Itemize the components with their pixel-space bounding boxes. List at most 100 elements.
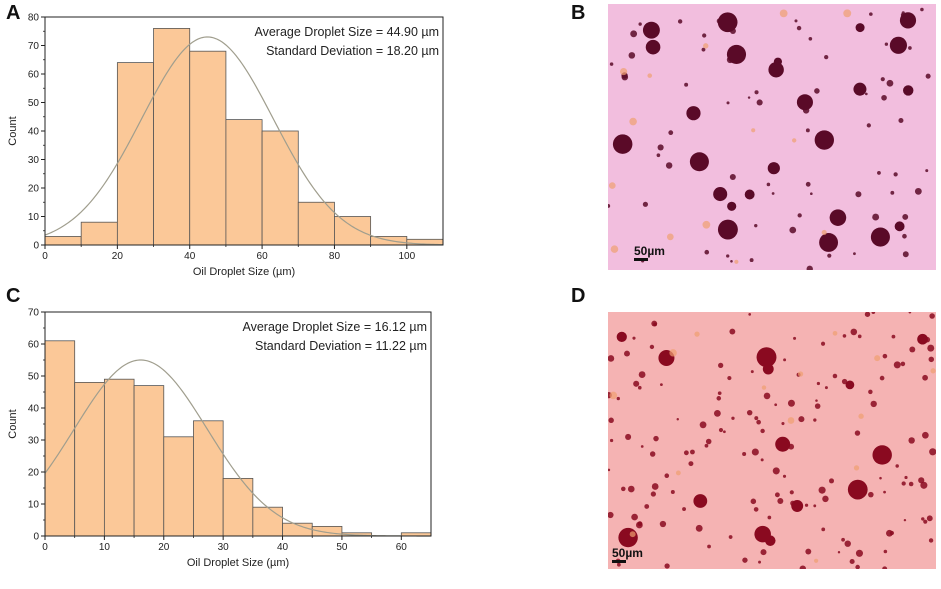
droplet-d (909, 346, 916, 353)
droplet-d (608, 417, 614, 423)
droplet-faint-b (702, 220, 711, 229)
droplet-b (638, 22, 642, 26)
droplet-b (881, 94, 887, 101)
histogram-bar-a-8 (334, 216, 372, 246)
x-tick-label-a-80: 80 (329, 251, 341, 262)
x-axis-label-c: Oil Droplet Size (µm) (187, 557, 289, 569)
micrograph-background-b (608, 4, 936, 270)
droplet-d (608, 511, 614, 519)
droplet-d (751, 448, 759, 456)
droplet-d (707, 544, 711, 549)
droplet-d (908, 437, 915, 444)
droplet-faint-d (832, 330, 838, 336)
droplet-d (883, 490, 886, 494)
droplet-large-d (618, 527, 638, 548)
droplet-b (824, 55, 829, 60)
droplet-d (879, 476, 882, 480)
droplet-d (837, 551, 841, 554)
droplet-d (798, 416, 805, 423)
y-tick-label-c-0: 0 (33, 532, 39, 543)
droplet-d (857, 334, 862, 339)
droplet-large-b (719, 220, 738, 239)
histogram-bar-c-6 (222, 477, 254, 537)
droplet-d (683, 450, 689, 456)
droplet-large-b (612, 134, 633, 154)
droplet-d (728, 535, 733, 539)
droplet-b (657, 144, 664, 151)
annotation-c-1: Standard Deviation = 11.22 µm (255, 339, 427, 353)
droplet-d (815, 399, 818, 402)
droplet-faint-b (734, 259, 739, 264)
droplet-d (637, 521, 643, 527)
droplet-b (908, 46, 912, 50)
droplet-large-b (767, 162, 780, 175)
droplet-faint-d (930, 368, 936, 374)
droplet-d (928, 538, 934, 543)
droplet-large-d (872, 445, 892, 465)
droplet-faint-d (797, 371, 804, 377)
droplet-b (794, 19, 798, 23)
histogram-bar-a-1 (80, 221, 118, 246)
droplet-b (766, 182, 771, 187)
droplet-d (753, 507, 759, 512)
droplet-d (922, 374, 928, 381)
histogram-bar-c-4 (163, 436, 194, 537)
droplet-d (772, 467, 780, 475)
scale-bar-label-b: 50µm (634, 244, 665, 258)
y-tick-label-a-80: 80 (28, 13, 40, 24)
droplet-faint-b (629, 117, 637, 126)
droplet-faint-b (610, 245, 619, 253)
droplet-d (659, 520, 667, 528)
droplet-b (656, 153, 661, 158)
droplet-large-b (814, 130, 834, 150)
x-tick-label-c-50: 50 (336, 542, 348, 553)
y-tick-label-c-40: 40 (28, 404, 40, 415)
histogram-chart-c: 0 10 20 30 40 50 60 0 10 20 30 40 50 60 70 Oil Droplet … (7, 308, 432, 569)
scale-bar-label-d: 50µm (612, 546, 643, 560)
droplet-b (684, 82, 689, 87)
droplet-d (754, 416, 759, 421)
micrograph-d: 50µm (608, 312, 936, 569)
histogram-bar-a-6 (261, 130, 299, 246)
y-tick-label-a-60: 60 (28, 70, 40, 81)
droplet-large-b (642, 21, 660, 39)
droplet-b (925, 169, 929, 173)
droplet-d (918, 477, 925, 484)
droplet-b (642, 201, 648, 207)
histogram-bar-a-5 (225, 119, 263, 246)
droplet-b (796, 25, 802, 31)
droplet-d (923, 519, 928, 524)
droplet-large-b (889, 36, 907, 54)
droplet-b (898, 117, 904, 123)
droplet-b (621, 73, 629, 81)
y-tick-label-c-10: 10 (28, 500, 40, 511)
scale-bar-b: 50µm (634, 244, 665, 261)
droplet-d (695, 524, 703, 532)
droplet-large-d (847, 479, 868, 500)
droplet-d (651, 483, 659, 490)
scale-bar-label-d-wrap: 50µm (612, 546, 643, 563)
y-tick-label-c-20: 20 (28, 468, 40, 479)
droplet-d (688, 461, 694, 467)
droplet-faint-b (751, 128, 756, 133)
droplet-d (841, 537, 845, 542)
droplet-d (742, 451, 747, 456)
droplet-faint-b (620, 68, 628, 76)
droplet-large-b (894, 221, 905, 232)
droplet-field-b (608, 4, 936, 270)
droplet-d (664, 563, 670, 569)
droplet-d (774, 403, 778, 407)
droplet-d (699, 421, 707, 429)
droplet-b (810, 192, 813, 196)
droplet-d (908, 481, 914, 487)
droplet-d (723, 430, 726, 434)
droplet-b (880, 77, 885, 82)
x-tick-label-c-10: 10 (99, 542, 111, 553)
droplet-d (609, 438, 614, 443)
droplet-d (713, 409, 721, 417)
droplet-d (731, 416, 735, 420)
droplet-faint-b (666, 233, 674, 241)
droplet-d (631, 513, 638, 521)
droplet-b (628, 52, 636, 59)
droplet-b (771, 192, 775, 195)
